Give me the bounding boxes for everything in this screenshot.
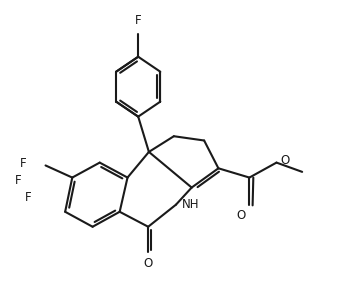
Text: O: O [144,257,153,270]
Text: O: O [237,209,246,222]
Text: F: F [135,14,142,27]
Text: O: O [281,154,290,167]
Text: F: F [24,191,31,204]
Text: F: F [15,174,22,187]
Text: F: F [20,157,27,170]
Text: NH: NH [182,198,199,211]
